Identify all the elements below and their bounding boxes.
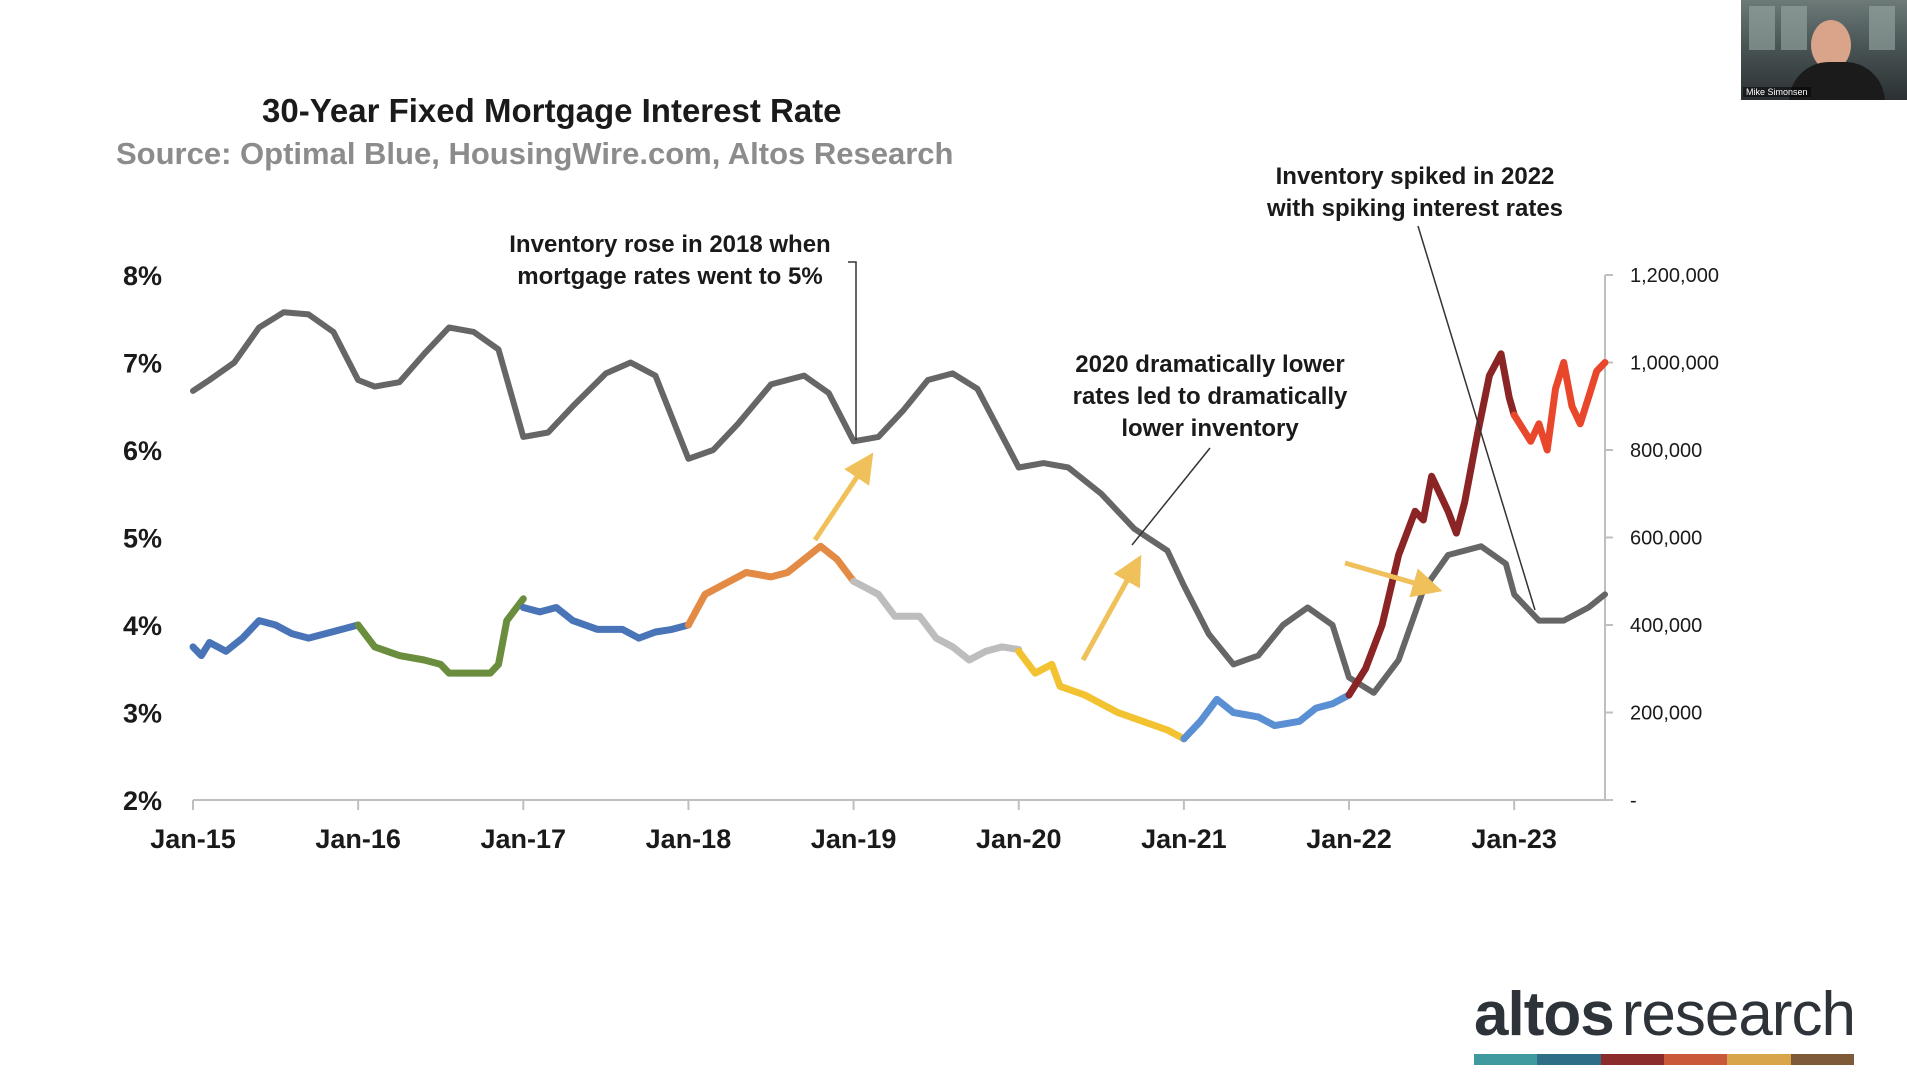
left-y-tick-label: 8%: [123, 261, 162, 291]
annotation-2022: Inventory spiked in 2022 with spiking in…: [1266, 163, 1564, 222]
logo-bar-segment: [1790, 1054, 1854, 1065]
logo-bar-segment: [1727, 1054, 1791, 1065]
logo-bar-segment: [1663, 1054, 1728, 1065]
rate-line: [1510, 359, 1609, 454]
right-y-tick-label: 1,000,000: [1630, 353, 1719, 375]
arrow-2022: [1344, 560, 1443, 598]
inventory-line: [190, 309, 1608, 696]
chart-subtitle: Source: Optimal Blue, HousingWire.com, A…: [116, 136, 954, 171]
x-tick-label: Jan-17: [481, 824, 567, 854]
right-y-tick-label: 800,000: [1630, 440, 1702, 462]
presenter-avatar: [1811, 20, 1851, 70]
rate-line: [354, 595, 527, 677]
rate-line: [1345, 350, 1518, 699]
x-tick-label: Jan-18: [646, 824, 732, 854]
x-tick-label: Jan-19: [811, 824, 897, 854]
rate-line: [684, 542, 858, 629]
rate-line: [1180, 691, 1353, 743]
left-y-tick-label: 5%: [123, 524, 162, 554]
annotation-leaders: [812, 225, 1536, 662]
left-y-tick-label: 6%: [123, 436, 162, 466]
chart-title: 30-Year Fixed Mortgage Interest Rate: [262, 92, 842, 129]
left-y-tick-label: 3%: [123, 699, 162, 729]
leader-2018: [848, 261, 857, 440]
logo-bar-segment: [1474, 1054, 1538, 1065]
x-tick-label: Jan-20: [976, 824, 1062, 854]
left-y-tick-label: 7%: [123, 349, 162, 379]
inventory-series: [190, 309, 1608, 696]
right-y-tick-label: 400,000: [1630, 615, 1702, 637]
altos-research-logo: altos research: [1474, 984, 1856, 1065]
left-y-tick-label: 2%: [123, 786, 162, 816]
leader-2022: [1417, 225, 1536, 611]
rate-line: [850, 577, 1023, 664]
right-y-tick-label: 600,000: [1630, 528, 1702, 550]
x-tick-label: Jan-15: [150, 824, 236, 854]
presenter-name: Mike Simonsen: [1743, 87, 1811, 97]
leader-2020: [1131, 447, 1211, 546]
arrow-2020: [1080, 554, 1142, 662]
x-tick-label: Jan-23: [1471, 824, 1557, 854]
rate-line: [189, 617, 362, 660]
arrow-2018: [812, 452, 874, 542]
annotation-2020: 2020 dramatically lower rates led to dra…: [1072, 351, 1348, 442]
x-tick-label: Jan-22: [1306, 824, 1392, 854]
chart-axes: Jan-15 Jan-16 Jan-17 Jan-18 Jan-19 Jan-20 Jan-…: [123, 261, 1719, 854]
x-tick-label: Jan-16: [315, 824, 401, 854]
rate-line: [1015, 647, 1188, 743]
left-y-tick-label: 4%: [123, 611, 162, 641]
x-tick-label: Jan-21: [1141, 824, 1227, 854]
annotation-2018: Inventory rose in 2018 when mortgage rat…: [509, 231, 831, 290]
right-y-tick-label: 1,200,000: [1630, 265, 1719, 287]
right-y-tick-label: 200,000: [1630, 703, 1702, 725]
rate-line: [519, 604, 692, 642]
logo-color-bar: [1474, 1054, 1854, 1065]
webcam-thumbnail[interactable]: Mike Simonsen: [1741, 0, 1907, 100]
logo-bar-segment: [1537, 1054, 1601, 1065]
logo-bar-segment: [1600, 1054, 1664, 1065]
rate-series: [189, 350, 1609, 743]
right-y-tick-label: -: [1630, 790, 1637, 812]
